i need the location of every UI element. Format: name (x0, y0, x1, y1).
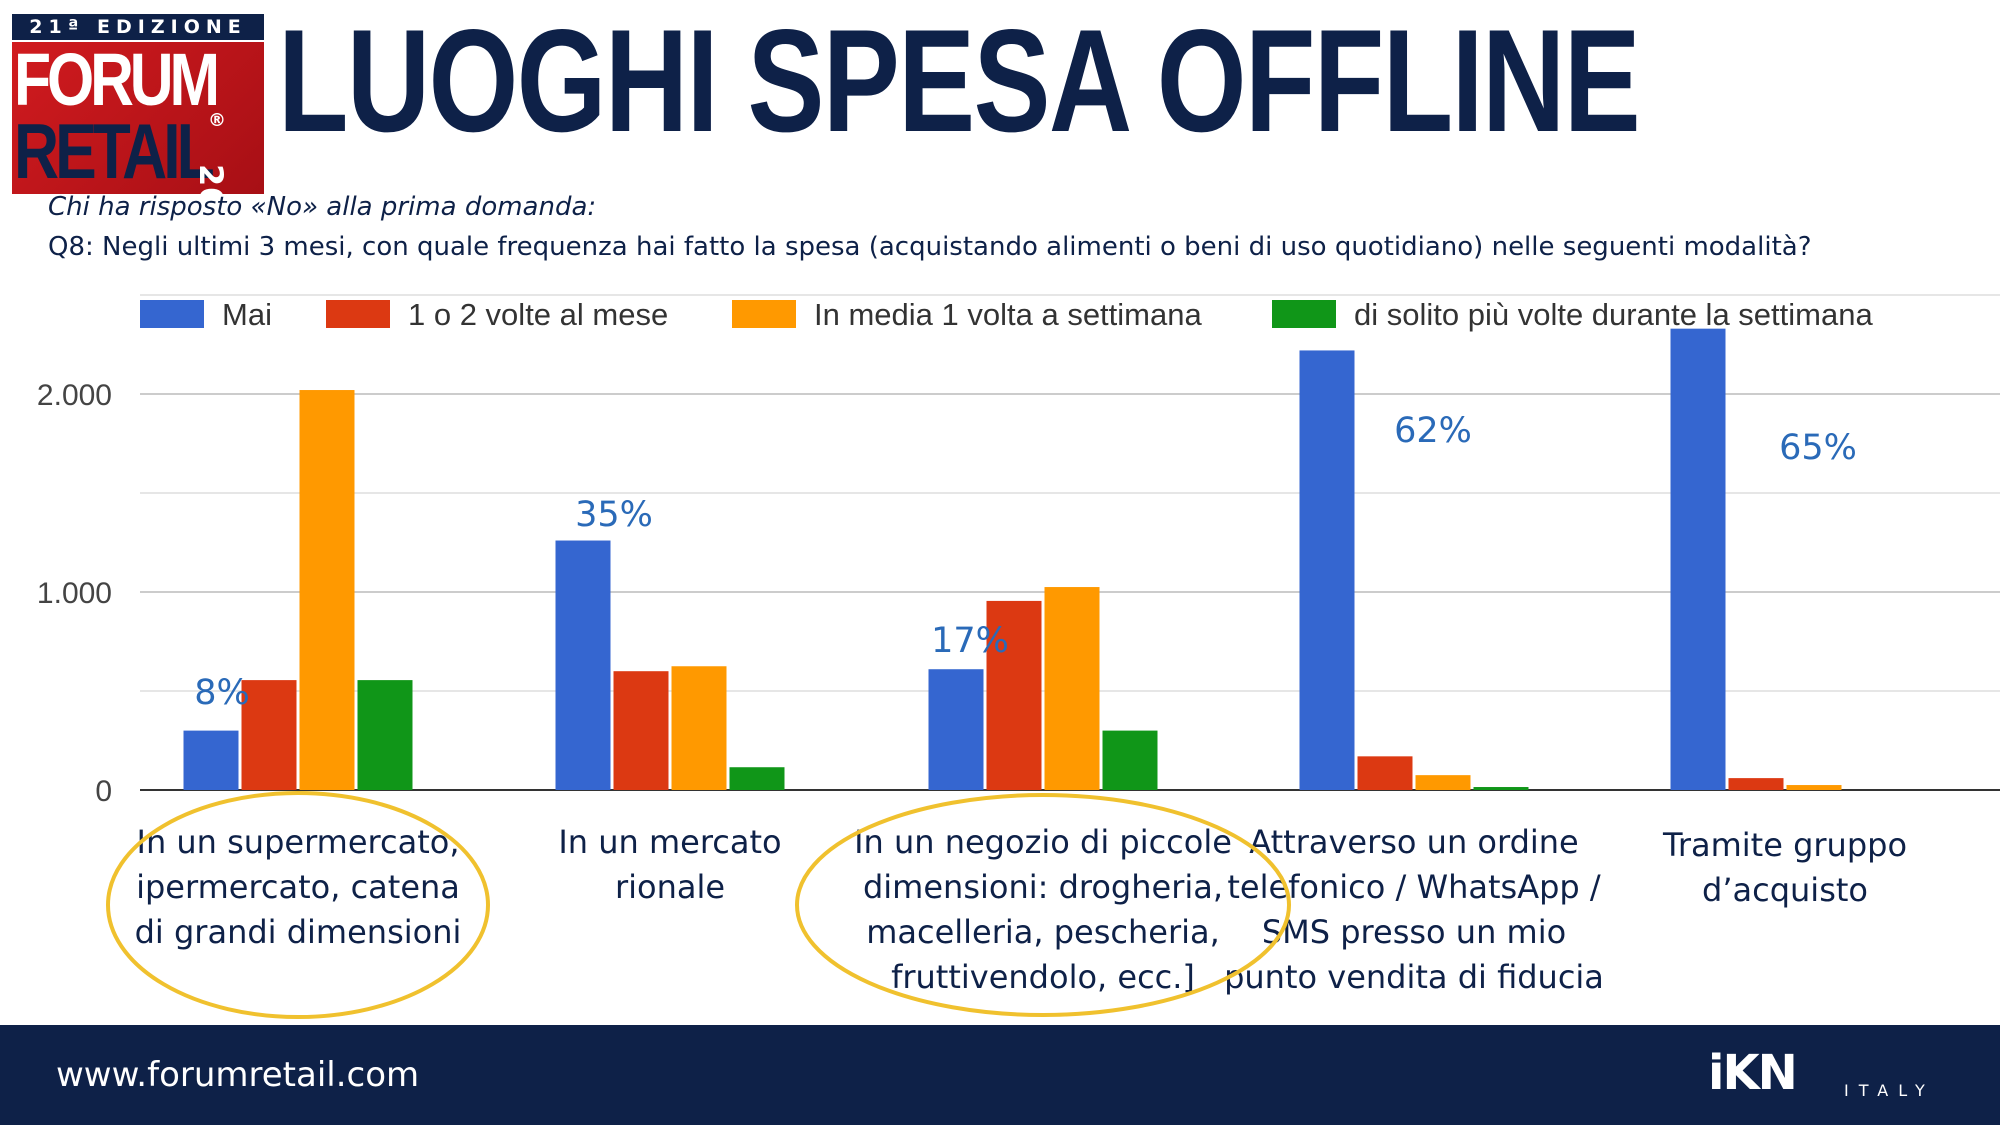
x-category-label: telefonico / WhatsApp / (1227, 868, 1601, 906)
legend-label: Mai (222, 297, 272, 332)
legend-label: di solito più volte durante la settimana (1354, 297, 1873, 332)
x-category-label: macelleria, pescheria, (866, 913, 1220, 951)
bar (1044, 587, 1100, 790)
bar (1357, 756, 1413, 790)
bar (299, 390, 355, 790)
x-category-label: fruttivendolo, ecc.] (891, 958, 1195, 996)
percentage-annotation: 62% (1394, 411, 1472, 451)
percentage-annotation: 8% (194, 673, 250, 713)
bar (241, 680, 297, 790)
bar (555, 540, 611, 790)
bar (1299, 350, 1355, 790)
y-tick-label: 0 (95, 775, 112, 808)
bar (1670, 328, 1726, 790)
bar-chart: Mai 1 o 2 volte al mese In media 1 volta a… (37, 294, 2000, 1019)
bar (183, 730, 239, 790)
page-title: LUOGHI SPESA OFFLINE (278, 0, 1641, 162)
bar (1415, 775, 1471, 790)
x-category-label: Tramite gruppo (1662, 826, 1907, 864)
legend-swatch (140, 300, 204, 328)
x-category-label: ipermercato, catena (136, 868, 460, 906)
bar (729, 767, 785, 790)
bar (986, 600, 1042, 790)
bar (671, 666, 727, 790)
x-category-label: di grandi dimensioni (135, 913, 462, 951)
x-category-label: d’acquisto (1702, 871, 1868, 909)
percentage-annotation: 35% (575, 495, 653, 535)
legend-label: 1 o 2 volte al mese (408, 297, 668, 332)
chart-x-labels: In un supermercato, ipermercato, catena di… (135, 823, 1907, 996)
bar (1786, 785, 1842, 790)
logo-background (12, 42, 264, 194)
legend-label: In media 1 volta a settimana (814, 297, 1202, 332)
legend-swatch (1272, 300, 1336, 328)
x-category-label: Attraverso un ordine (1249, 823, 1578, 861)
logo-retail-text: RETAIL (14, 107, 215, 195)
respondent-filter-text: Chi ha risposto «No» alla prima domanda: (48, 192, 597, 222)
legend-swatch (732, 300, 796, 328)
chart-y-axis: 0 1.000 2.000 (37, 379, 112, 808)
bar (1728, 778, 1784, 790)
question-text: Q8: Negli ultimi 3 mesi, con quale frequ… (48, 232, 1812, 262)
x-category-label: In un mercato (558, 823, 781, 861)
bar (613, 671, 669, 790)
chart-annotations: 8% 35% 17% 62% 65% (194, 411, 1857, 713)
y-tick-label: 1.000 (37, 577, 112, 610)
logo-forum-text: FORUM (14, 38, 220, 121)
logo-edition: 21ª EDIZIONE (12, 14, 264, 40)
ikn-country: ITALY (1844, 1081, 1935, 1100)
x-category-label: SMS presso un mio (1262, 913, 1566, 951)
chart-legend: Mai 1 o 2 volte al mese In media 1 volta a… (140, 297, 1873, 332)
bar (1102, 730, 1158, 790)
forum-retail-logo: 21ª EDIZIONE FORUM RETAIL ® 2021 (12, 14, 264, 257)
bar (1473, 787, 1529, 790)
x-category-label: In un supermercato, (137, 823, 460, 861)
footer-bar: www.forumretail.com iKN ITALY (0, 1025, 2000, 1125)
highlight-circle (106, 791, 490, 1019)
logo-registered-mark: ® (208, 110, 226, 131)
x-category-label: In un negozio di piccole (854, 823, 1232, 861)
bar (357, 680, 413, 790)
ikn-logo: iKN (1708, 1045, 1798, 1101)
x-category-label: rionale (615, 868, 725, 906)
highlight-circle (795, 793, 1291, 1017)
y-tick-label: 2.000 (37, 379, 112, 412)
bar (928, 669, 984, 790)
footer-website-link[interactable]: www.forumretail.com (56, 1055, 420, 1095)
x-category-label: punto vendita di fiducia (1224, 958, 1604, 996)
chart-bars (183, 328, 1842, 790)
percentage-annotation: 65% (1779, 428, 1857, 468)
percentage-annotation: 17% (931, 621, 1009, 661)
legend-swatch (326, 300, 390, 328)
x-category-label: dimensioni: drogheria, (863, 868, 1223, 906)
chart-highlight-circles (106, 791, 1291, 1019)
